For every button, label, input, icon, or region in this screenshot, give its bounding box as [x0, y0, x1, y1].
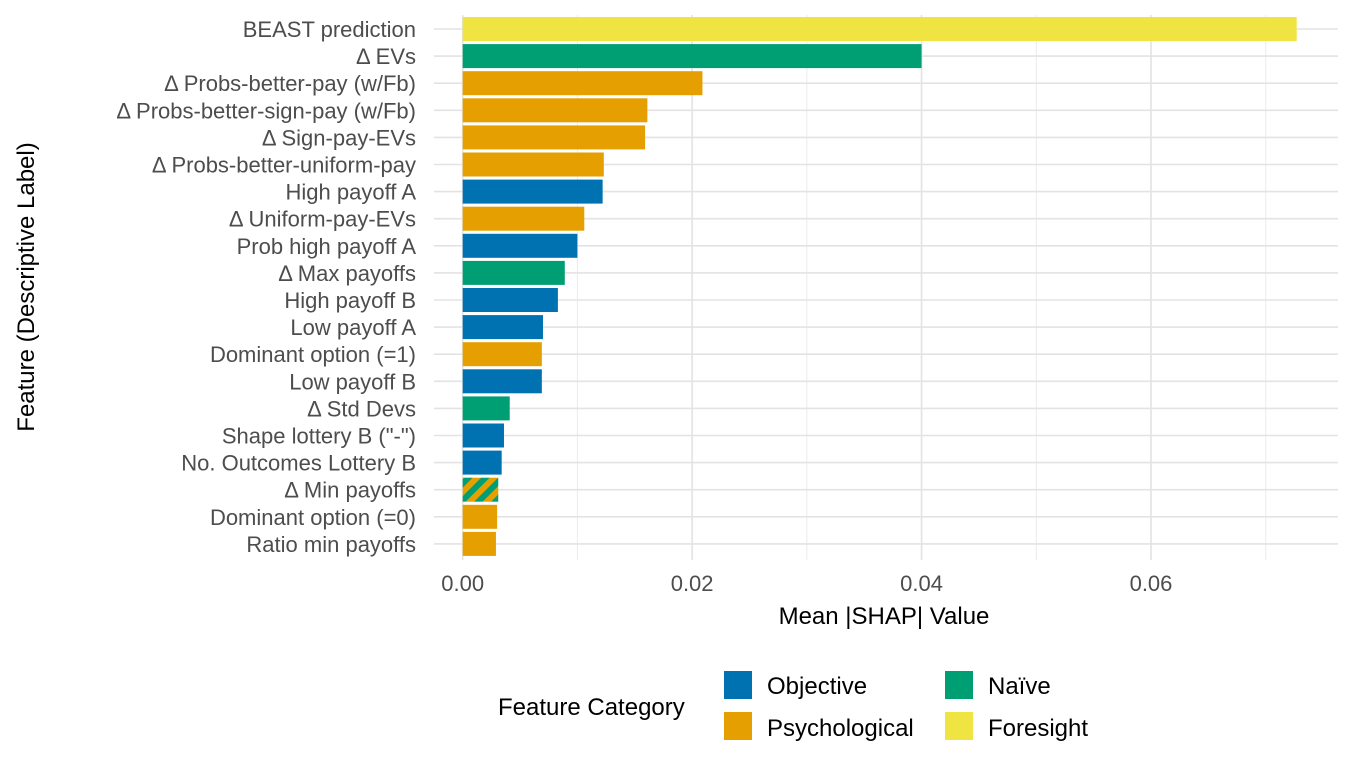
y-tick-label: Δ Min payoffs [284, 478, 416, 503]
bar-2 [462, 44, 922, 69]
bar-20 [462, 531, 496, 556]
x-tick-label: 0.00 [441, 571, 484, 596]
y-tick-label: Δ Max payoffs [278, 261, 416, 286]
bar-6 [462, 152, 604, 177]
y-tick-label: Low payoff A [290, 315, 416, 340]
bar-9 [462, 233, 578, 258]
y-tick-label: Δ Probs-better-uniform-pay [152, 153, 416, 178]
y-tick-label: BEAST prediction [243, 17, 416, 42]
bar-5 [462, 125, 646, 150]
y-tick-label: No. Outcomes Lottery B [181, 451, 416, 476]
bar-1 [462, 17, 1297, 41]
x-tick-label: 0.02 [671, 571, 714, 596]
legend: Feature Category Objective Naïve Psychol… [498, 671, 1088, 742]
y-tick-label: Ratio min payoffs [246, 532, 416, 557]
x-tick-labels: 0.00 0.02 0.04 0.06 [441, 571, 1172, 596]
y-tick-label: Δ EVs [356, 44, 416, 69]
x-tick-label: 0.04 [900, 571, 943, 596]
legend-swatch-psychological [724, 712, 752, 740]
bar-13 [462, 342, 542, 367]
bar-8 [462, 206, 585, 231]
legend-label-naive: Naïve [988, 673, 1051, 700]
legend-swatch-objective [724, 671, 752, 699]
legend-swatch-naive [945, 671, 973, 699]
y-tick-label: Prob high payoff A [237, 234, 417, 259]
legend-label-psychological: Psychological [767, 715, 914, 742]
y-tick-label: Δ Std Devs [307, 396, 416, 421]
y-tick-label: Low payoff B [289, 369, 416, 394]
y-tick-label: Δ Sign-pay-EVs [262, 125, 416, 150]
x-axis-title: Mean |SHAP| Value [779, 603, 990, 630]
y-tick-label: High payoff A [286, 180, 417, 205]
bars [462, 17, 1297, 556]
y-tick-label: High payoff B [284, 288, 416, 313]
legend-title: Feature Category [498, 694, 685, 721]
y-tick-label: Δ Probs-better-sign-pay (w/Fb) [116, 98, 416, 123]
gridlines [434, 15, 1338, 560]
y-tick-label: Dominant option (=1) [210, 342, 416, 367]
bar-3 [462, 71, 703, 96]
bar-11 [462, 288, 558, 312]
legend-swatch-foresight [945, 712, 973, 740]
bar-14 [462, 369, 542, 394]
bar-10 [462, 260, 565, 285]
bar-16 [462, 423, 504, 448]
y-axis-title: Feature (Descriptive Label) [13, 142, 40, 431]
x-tick-label: 0.06 [1130, 571, 1173, 596]
bar-4 [462, 98, 648, 123]
bar-17 [462, 450, 502, 475]
bar-18 [462, 477, 499, 502]
y-tick-label: Dominant option (=0) [210, 505, 416, 530]
bar-12 [462, 315, 543, 340]
bar-7 [462, 179, 603, 204]
y-tick-label: Δ Probs-better-pay (w/Fb) [164, 71, 416, 96]
y-tick-label: Shape lottery B ("-") [222, 424, 416, 449]
legend-label-foresight: Foresight [988, 715, 1088, 742]
y-tick-label: Δ Uniform-pay-EVs [229, 207, 416, 232]
legend-label-objective: Objective [767, 673, 867, 700]
bar-15 [462, 396, 510, 421]
bar-19 [462, 504, 498, 529]
